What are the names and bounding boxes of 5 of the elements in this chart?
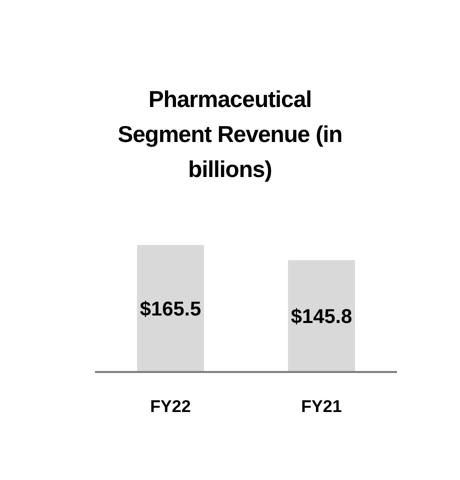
x-tick-label: FY22 [150, 397, 191, 416]
chart-title: Pharmaceutical Segment Revenue (in billions) [116, 85, 344, 184]
x-tick-label: FY21 [301, 397, 342, 416]
data-label: $145.8 [290, 306, 352, 328]
data-label: $165.5 [140, 298, 202, 321]
